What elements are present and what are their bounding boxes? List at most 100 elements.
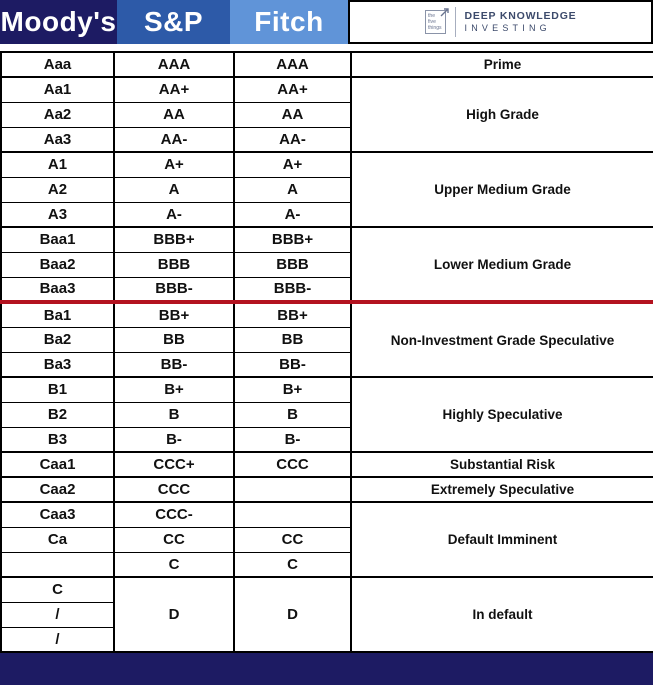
category-cell: Non-Investment Grade Speculative	[350, 300, 653, 378]
sp-rating-cell: A+	[113, 151, 235, 178]
moodys-rating-cell: /	[0, 626, 115, 653]
fitch-rating-cell: BBB	[233, 251, 352, 278]
category-cell: Substantial Risk	[350, 451, 653, 478]
rating-row: /	[0, 601, 653, 628]
moodys-label: Moody's	[0, 6, 117, 37]
rating-row: Aa3 AA- AA-	[0, 126, 653, 153]
moodys-rating-cell: B3	[0, 426, 115, 453]
rating-row: /	[0, 626, 653, 653]
sp-header-cell: S&P	[117, 0, 230, 44]
moodys-rating-cell: A2	[0, 176, 115, 203]
fitch-rating-cell: BB	[233, 326, 352, 353]
category-cell: Highly Speculative	[350, 376, 653, 453]
moodys-rating-cell	[0, 551, 115, 578]
sp-rating-cell: CCC	[113, 476, 235, 503]
rating-row: Caa1 CCC+ CCC Substantial Risk	[0, 451, 653, 478]
category-cell: Default Imminent	[350, 501, 653, 578]
fitch-rating-cell	[233, 501, 352, 528]
rating-row: Aaa AAA AAA Prime	[0, 51, 653, 78]
sp-rating-cell: BBB+	[113, 226, 235, 253]
sp-rating-cell: AA	[113, 101, 235, 128]
fitch-rating-cell: D	[233, 576, 352, 653]
moodys-rating-cell: Aa3	[0, 126, 115, 153]
fitch-rating-cell: CCC	[233, 451, 352, 478]
sp-rating-cell: C	[113, 551, 235, 578]
moodys-rating-cell: Aa2	[0, 101, 115, 128]
category-cell: High Grade	[350, 76, 653, 153]
fitch-rating-cell: AAA	[233, 51, 352, 78]
rating-row: Caa3 CCC- Default Imminent	[0, 501, 653, 578]
arrow-up-right-icon	[440, 8, 449, 17]
fitch-rating-cell: A+	[233, 151, 352, 178]
header-gap	[0, 44, 653, 51]
header: Moody's S&P Fitch the five things DEEP K…	[0, 0, 653, 44]
rating-row: Baa1 BBB+ BBB+ Lower Medium Grade	[0, 226, 653, 303]
rating-row: Ba2 BB BB	[0, 326, 653, 353]
moodys-rating-cell: /	[0, 601, 115, 628]
rating-row: A2 A A	[0, 176, 653, 203]
sp-rating-cell: AA-	[113, 126, 235, 153]
moodys-rating-cell: B1	[0, 376, 115, 403]
fitch-rating-cell: BB-	[233, 351, 352, 378]
category-cell: In default	[350, 576, 653, 653]
rating-row: A3 A- A-	[0, 201, 653, 228]
fitch-rating-cell: C	[233, 551, 352, 578]
logo-line1: DEEP KNOWLEDGE	[464, 10, 577, 22]
moodys-rating-cell: A3	[0, 201, 115, 228]
fitch-label: Fitch	[254, 6, 324, 37]
moodys-rating-cell: Ba2	[0, 326, 115, 353]
fitch-rating-cell	[233, 476, 352, 503]
fitch-rating-cell: B-	[233, 426, 352, 453]
sp-rating-cell: D	[113, 576, 235, 653]
rating-row: Ba3 BB- BB-	[0, 351, 653, 378]
fitch-header-cell: Fitch	[230, 0, 348, 44]
logo-icon-word: things	[427, 25, 442, 31]
moodys-rating-cell: Caa2	[0, 476, 115, 503]
logo-divider	[454, 7, 456, 37]
sp-rating-cell: AA+	[113, 76, 235, 103]
moodys-rating-cell: Caa3	[0, 501, 115, 528]
rating-row: Aa1 AA+ AA+ High Grade	[0, 76, 653, 153]
fitch-rating-cell: AA-	[233, 126, 352, 153]
moodys-rating-cell: Baa2	[0, 251, 115, 278]
sp-rating-cell: BB+	[113, 300, 235, 328]
fitch-rating-cell: BBB-	[233, 276, 352, 303]
category-cell: Upper Medium Grade	[350, 151, 653, 228]
moodys-rating-cell: Ba3	[0, 351, 115, 378]
sp-rating-cell: CC	[113, 526, 235, 553]
moodys-rating-cell: Aa1	[0, 76, 115, 103]
sp-rating-cell: CCC-	[113, 501, 235, 528]
category-cell: Extremely Speculative	[350, 476, 653, 503]
fitch-rating-cell: B+	[233, 376, 352, 403]
sp-rating-cell: BB-	[113, 351, 235, 378]
logo-icon-word: the	[427, 13, 435, 19]
rating-row: Aa2 AA AA	[0, 101, 653, 128]
rating-row: Ba1 BB+ BB+ Non-Investment Grade Speculativ…	[0, 300, 653, 378]
dki-logo: the five things DEEP KNOWLEDGE INVESTING	[348, 0, 653, 44]
fitch-rating-cell: A	[233, 176, 352, 203]
sp-rating-cell: B-	[113, 426, 235, 453]
logo-text: DEEP KNOWLEDGE INVESTING	[465, 10, 577, 34]
moodys-rating-cell: Baa1	[0, 226, 115, 253]
sp-rating-cell: A-	[113, 201, 235, 228]
category-cell: Prime	[350, 51, 653, 78]
sp-rating-cell: BBB-	[113, 276, 235, 303]
sp-label: S&P	[143, 6, 204, 37]
moodys-rating-cell: Aaa	[0, 51, 115, 78]
fitch-rating-cell: AA+	[233, 76, 352, 103]
footer-bar	[0, 653, 653, 685]
fitch-rating-cell: AA	[233, 101, 352, 128]
sp-rating-cell: B+	[113, 376, 235, 403]
fitch-rating-cell: BB+	[233, 300, 352, 328]
sp-rating-cell: CCC+	[113, 451, 235, 478]
fitch-rating-cell: BBB+	[233, 226, 352, 253]
moodys-rating-cell: A1	[0, 151, 115, 178]
sp-rating-cell: AAA	[113, 51, 235, 78]
moodys-rating-cell: Ca	[0, 526, 115, 553]
logo-line2: INVESTING	[464, 23, 551, 33]
rating-row: C D D In default	[0, 576, 653, 653]
rating-row: B1 B+ B+ Highly Speculative	[0, 376, 653, 453]
fitch-rating-cell: B	[233, 401, 352, 428]
ratings-table: Aaa AAA AAA Prime Aa1 AA+ AA+ High Grade Aa2 AA AA…	[0, 51, 653, 653]
